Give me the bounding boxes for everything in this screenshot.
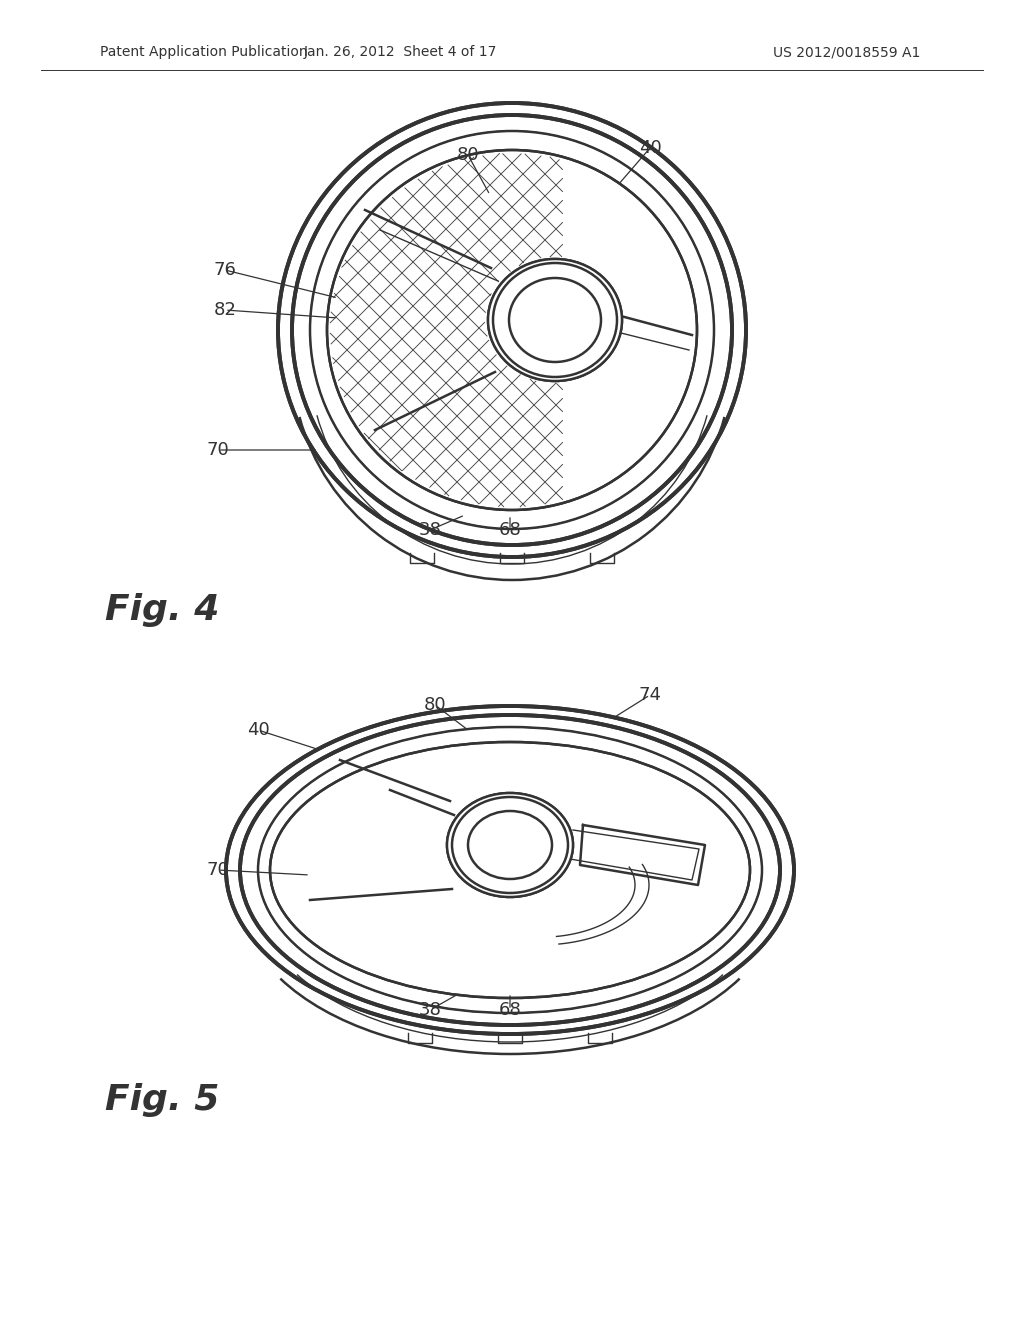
Text: Fig. 4: Fig. 4 [105,593,219,627]
Text: 68: 68 [499,1001,521,1019]
Text: Fig. 5: Fig. 5 [105,1082,219,1117]
Ellipse shape [452,797,568,894]
Text: 80: 80 [457,147,479,164]
Ellipse shape [509,279,601,362]
Ellipse shape [327,150,697,510]
Text: 74: 74 [639,686,662,704]
Text: 70: 70 [207,861,229,879]
Text: 40: 40 [639,139,662,157]
Ellipse shape [468,810,552,879]
Text: US 2012/0018559 A1: US 2012/0018559 A1 [773,45,920,59]
Ellipse shape [270,742,750,998]
Ellipse shape [447,793,573,898]
Ellipse shape [488,259,622,381]
Ellipse shape [226,706,794,1034]
Ellipse shape [488,259,622,381]
Ellipse shape [493,263,617,378]
Text: 80: 80 [424,696,446,714]
Text: Jan. 26, 2012  Sheet 4 of 17: Jan. 26, 2012 Sheet 4 of 17 [303,45,497,59]
Text: 68: 68 [499,521,521,539]
Ellipse shape [258,727,762,1012]
Text: 38: 38 [419,1001,441,1019]
Ellipse shape [310,131,714,529]
Text: 40: 40 [247,721,269,739]
Text: 82: 82 [214,301,237,319]
Text: Patent Application Publication: Patent Application Publication [100,45,307,59]
Text: 76: 76 [214,261,237,279]
Ellipse shape [468,810,552,879]
Text: 38: 38 [419,521,441,539]
Ellipse shape [509,279,601,362]
Ellipse shape [278,103,746,557]
Ellipse shape [452,797,568,894]
Ellipse shape [493,263,617,378]
Text: 70: 70 [207,441,229,459]
Ellipse shape [447,793,573,898]
